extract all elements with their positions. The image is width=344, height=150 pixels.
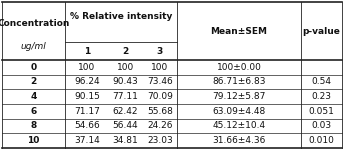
Text: 54.66: 54.66 [74,121,100,130]
Text: 77.11: 77.11 [112,92,139,101]
Text: 0.54: 0.54 [312,77,332,86]
Text: 0.010: 0.010 [309,136,335,145]
Text: 62.42: 62.42 [113,107,138,116]
Text: 63.09±4.48: 63.09±4.48 [213,107,266,116]
Text: % Relative intensity: % Relative intensity [70,12,172,21]
Text: ug/ml: ug/ml [21,42,46,51]
Text: 2: 2 [122,46,129,56]
Text: 34.81: 34.81 [113,136,138,145]
Text: 0.23: 0.23 [312,92,332,101]
Text: 37.14: 37.14 [74,136,100,145]
Text: 0.051: 0.051 [309,107,335,116]
Text: 100: 100 [78,63,96,72]
Text: 45.12±10.4: 45.12±10.4 [213,121,266,130]
Text: 10: 10 [28,136,40,145]
Text: 24.26: 24.26 [147,121,173,130]
Text: 0: 0 [31,63,36,72]
Text: 56.44: 56.44 [113,121,138,130]
Text: 71.17: 71.17 [74,107,100,116]
Text: 6: 6 [30,107,37,116]
Text: 96.24: 96.24 [74,77,100,86]
Text: Concentration: Concentration [0,19,70,28]
Text: 90.43: 90.43 [113,77,138,86]
Text: 0.03: 0.03 [312,121,332,130]
Text: 100: 100 [117,63,134,72]
Text: 3: 3 [157,46,163,56]
Text: 90.15: 90.15 [74,92,100,101]
Text: 70.09: 70.09 [147,92,173,101]
Text: 8: 8 [30,121,37,130]
Text: 4: 4 [30,92,37,101]
Text: 31.66±4.36: 31.66±4.36 [212,136,266,145]
Text: 100: 100 [151,63,169,72]
Text: 2: 2 [30,77,37,86]
Text: 79.12±5.87: 79.12±5.87 [212,92,266,101]
Text: 1: 1 [84,46,90,56]
Text: 86.71±6.83: 86.71±6.83 [212,77,266,86]
Text: 55.68: 55.68 [147,107,173,116]
Text: Mean±SEM: Mean±SEM [211,27,268,36]
Text: 73.46: 73.46 [147,77,173,86]
Text: 100±0.00: 100±0.00 [217,63,261,72]
Text: p-value: p-value [303,27,341,36]
Text: 23.03: 23.03 [147,136,173,145]
